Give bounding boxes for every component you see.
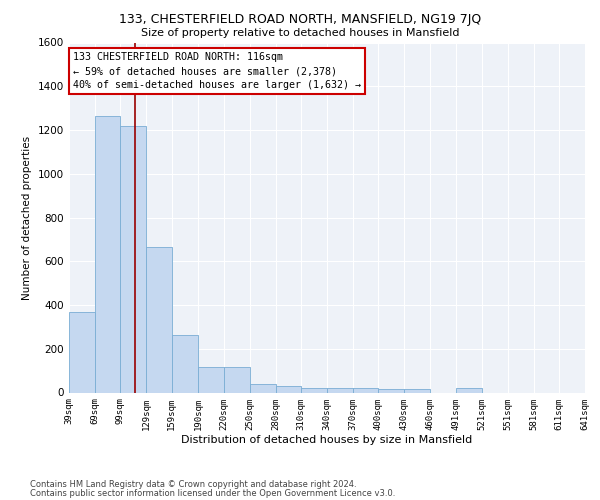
Bar bbox=[121, 126, 146, 392]
Text: 133 CHESTERFIELD ROAD NORTH: 116sqm
← 59% of detached houses are smaller (2,378): 133 CHESTERFIELD ROAD NORTH: 116sqm ← 59… bbox=[73, 52, 361, 90]
Bar bbox=[301, 388, 327, 392]
X-axis label: Distribution of detached houses by size in Mansfield: Distribution of detached houses by size … bbox=[181, 435, 473, 445]
Text: Contains public sector information licensed under the Open Government Licence v3: Contains public sector information licen… bbox=[30, 489, 395, 498]
Bar bbox=[69, 312, 95, 392]
Bar bbox=[457, 388, 482, 392]
Text: 133, CHESTERFIELD ROAD NORTH, MANSFIELD, NG19 7JQ: 133, CHESTERFIELD ROAD NORTH, MANSFIELD,… bbox=[119, 12, 481, 26]
Bar bbox=[95, 116, 121, 392]
Bar bbox=[379, 389, 404, 392]
Y-axis label: Number of detached properties: Number of detached properties bbox=[22, 136, 32, 300]
Bar bbox=[353, 388, 379, 392]
Bar bbox=[327, 388, 353, 392]
Bar bbox=[199, 368, 224, 392]
Bar bbox=[172, 334, 199, 392]
Bar bbox=[275, 386, 301, 392]
Bar bbox=[404, 389, 430, 392]
Text: Size of property relative to detached houses in Mansfield: Size of property relative to detached ho… bbox=[141, 28, 459, 38]
Bar bbox=[146, 247, 172, 392]
Text: Contains HM Land Registry data © Crown copyright and database right 2024.: Contains HM Land Registry data © Crown c… bbox=[30, 480, 356, 489]
Bar bbox=[224, 368, 250, 392]
Bar bbox=[250, 384, 275, 392]
